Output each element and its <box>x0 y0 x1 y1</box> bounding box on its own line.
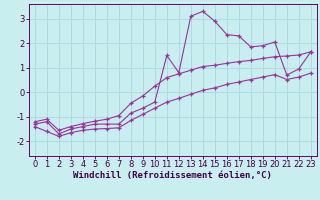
X-axis label: Windchill (Refroidissement éolien,°C): Windchill (Refroidissement éolien,°C) <box>73 171 272 180</box>
